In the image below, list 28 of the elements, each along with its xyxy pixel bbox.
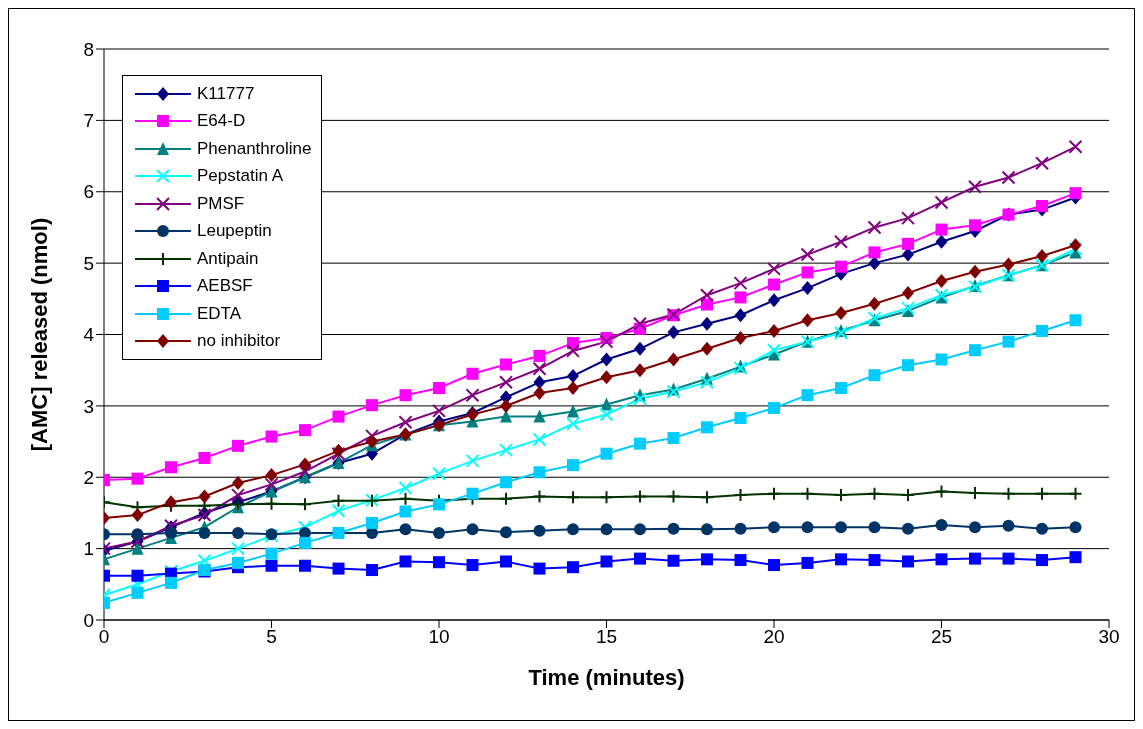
y-tick-label: 4 — [83, 324, 95, 346]
legend-label: Phenanthroline — [197, 138, 312, 159]
y-tick-label: 0 — [83, 609, 94, 631]
legend-label: AEBSF — [197, 276, 253, 297]
legend-label: Antipain — [197, 248, 259, 269]
x-tick-label: 20 — [763, 626, 785, 648]
y-axis-title: [AMC] released (nmol) — [26, 217, 52, 452]
x-tick-label: 30 — [1098, 626, 1120, 648]
legend-label: EDTA — [197, 303, 242, 324]
y-tick-label: 5 — [83, 252, 94, 274]
y-tick-label: 7 — [83, 110, 94, 132]
y-tick-label: 1 — [83, 538, 94, 560]
y-tick-label: 2 — [83, 466, 94, 488]
x-tick-label: 25 — [930, 626, 953, 648]
legend-label: E64-D — [197, 111, 246, 132]
y-tick-label: 6 — [83, 181, 94, 203]
x-tick-label: 10 — [428, 626, 450, 648]
x-tick-label: 0 — [98, 626, 110, 648]
legend-label: no inhibitor — [197, 331, 281, 352]
legend-label: K11777 — [197, 83, 255, 104]
x-tick-label: 15 — [595, 626, 618, 648]
y-tick-label: 3 — [83, 395, 94, 417]
legend-label: Leupeptin — [197, 221, 272, 242]
x-tick-label: 5 — [266, 626, 277, 648]
legend-label: PMSF — [197, 193, 245, 214]
x-axis-title: Time (minutes) — [528, 665, 685, 690]
y-tick-label: 8 — [83, 38, 94, 60]
legend-label: Pepstatin A — [197, 166, 284, 187]
